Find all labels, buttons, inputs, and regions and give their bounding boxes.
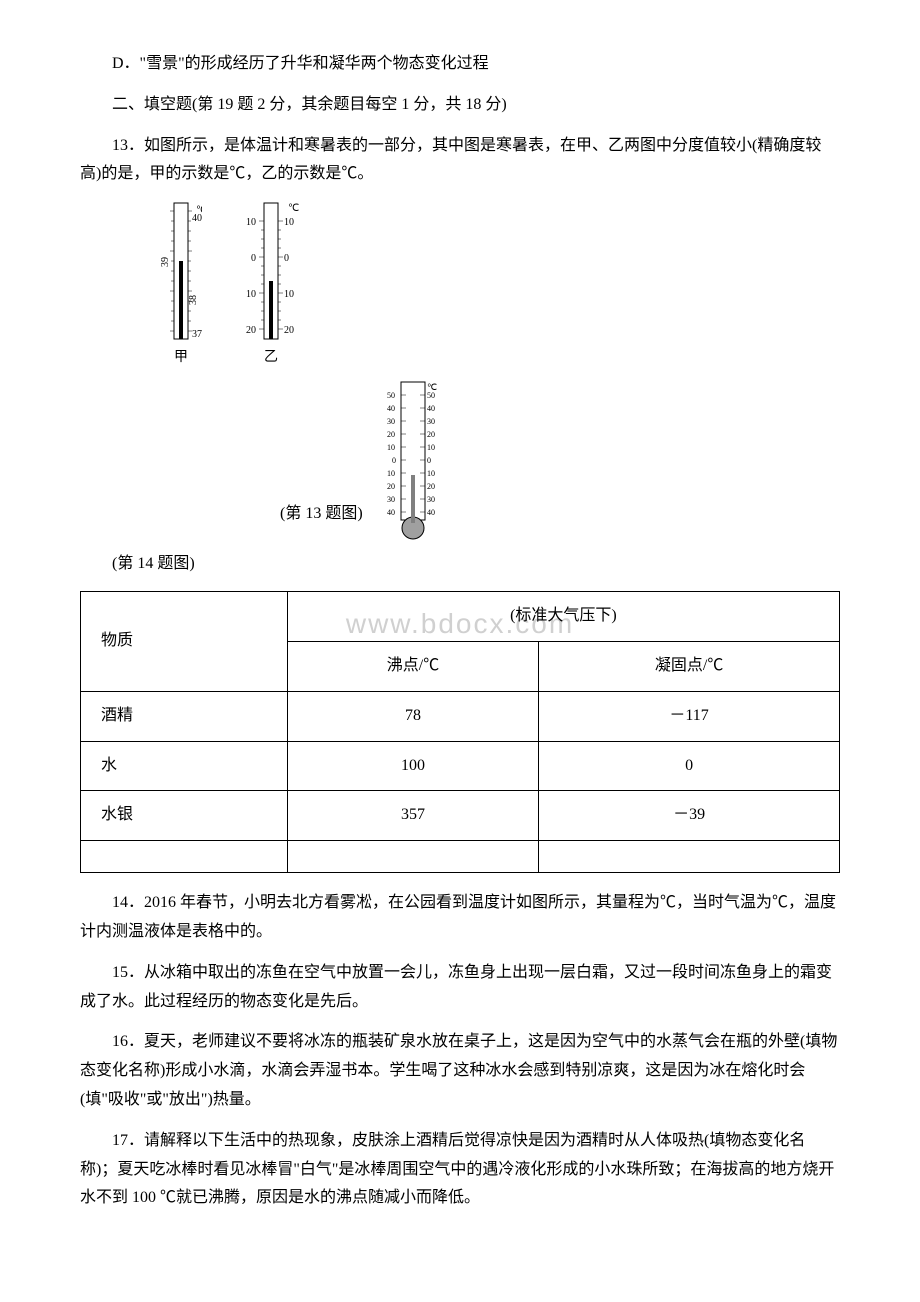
empty-cell: [81, 841, 288, 873]
svg-text:20: 20: [246, 325, 256, 336]
cell-boiling: 100: [287, 741, 538, 791]
svg-text:℃: ℃: [288, 203, 299, 214]
svg-text:10: 10: [246, 289, 256, 300]
svg-text:10: 10: [427, 469, 435, 478]
svg-text:40: 40: [192, 213, 202, 224]
svg-text:40: 40: [427, 404, 435, 413]
q14-text: 14．2016 年春节，小明去北方看雾凇，在公园看到温度计如图所示，其量程为℃，…: [80, 889, 840, 947]
svg-text:40: 40: [427, 508, 435, 517]
cell-substance: 酒精: [81, 691, 288, 741]
table-header-row-1: 物质 (标准大气压下): [81, 592, 840, 642]
svg-text:50: 50: [387, 391, 395, 400]
svg-text:40: 40: [387, 404, 395, 413]
cell-boiling: 357: [287, 791, 538, 841]
q13-fig-yi: ℃ 10 10 0 0 10 10 20 20 乙: [242, 201, 300, 370]
substance-table: 物质 (标准大气压下) 沸点/℃ 凝固点/℃ 酒精 78 －117 水 100 …: [80, 591, 840, 873]
q13-figures: ℃ 40 39 38 37 甲: [160, 201, 840, 370]
cell-substance: 水: [81, 741, 288, 791]
empty-cell: [287, 841, 538, 873]
table-row: 水 100 0: [81, 741, 840, 791]
svg-text:30: 30: [387, 495, 395, 504]
svg-text:50: 50: [427, 391, 435, 400]
th-merged: (标准大气压下): [287, 592, 839, 642]
svg-text:10: 10: [427, 443, 435, 452]
svg-text:20: 20: [427, 430, 435, 439]
svg-text:39: 39: [160, 257, 171, 267]
svg-text:20: 20: [387, 482, 395, 491]
cell-boiling: 78: [287, 691, 538, 741]
thermometer-jia-svg: ℃ 40 39 38 37: [160, 201, 202, 341]
table-row: 酒精 78 －117: [81, 691, 840, 741]
svg-text:0: 0: [392, 456, 396, 465]
thermometer-yi-svg: ℃ 10 10 0 0 10 10 20 20: [242, 201, 300, 341]
svg-text:20: 20: [284, 325, 294, 336]
empty-cell: [539, 841, 840, 873]
svg-text:20: 20: [427, 482, 435, 491]
svg-text:20: 20: [387, 430, 395, 439]
svg-text:10: 10: [284, 289, 294, 300]
q14-caption: (第 14 题图): [80, 550, 840, 579]
svg-text:10: 10: [284, 217, 294, 228]
q13-fig-jia: ℃ 40 39 38 37 甲: [160, 201, 202, 370]
table-empty-row: [81, 841, 840, 873]
th-freezing: 凝固点/℃: [539, 641, 840, 691]
section-2-header: 二、填空题(第 19 题 2 分，其余题目每空 1 分，共 18 分): [80, 91, 840, 120]
cell-freezing: －117: [539, 691, 840, 741]
q16-text: 16．夏天，老师建议不要将冰冻的瓶装矿泉水放在桌子上，这是因为空气中的水蒸气会在…: [80, 1028, 840, 1114]
q13-caption: (第 13 题图): [280, 500, 363, 529]
svg-text:0: 0: [251, 253, 256, 264]
thermometer-q14-svg: ℃ 5050 4040 3030 2020 1010 00 1010 2020 …: [383, 380, 443, 540]
svg-text:10: 10: [387, 443, 395, 452]
svg-text:30: 30: [427, 417, 435, 426]
svg-text:10: 10: [387, 469, 395, 478]
cell-freezing: 0: [539, 741, 840, 791]
svg-text:0: 0: [427, 456, 431, 465]
svg-text:0: 0: [284, 253, 289, 264]
q12-option-d: D．"雪景"的形成经历了升华和凝华两个物态变化过程: [80, 50, 840, 79]
cell-freezing: －39: [539, 791, 840, 841]
svg-text:38: 38: [188, 295, 199, 305]
table-row: 水银 357 －39: [81, 791, 840, 841]
cell-substance: 水银: [81, 791, 288, 841]
q13-text: 13．如图所示，是体温计和寒暑表的一部分，其中图是寒暑表，在甲、乙两图中分度值较…: [80, 132, 840, 190]
svg-text:30: 30: [427, 495, 435, 504]
svg-text:40: 40: [387, 508, 395, 517]
fig-yi-label: 乙: [264, 345, 278, 370]
th-boiling: 沸点/℃: [287, 641, 538, 691]
svg-text:30: 30: [387, 417, 395, 426]
fig-jia-label: 甲: [174, 345, 188, 370]
svg-text:37: 37: [192, 329, 202, 340]
q15-text: 15．从冰箱中取出的冻鱼在空气中放置一会儿，冻鱼身上出现一层白霜，又过一段时间冻…: [80, 959, 840, 1017]
q14-figure-wrap: (第 13 题图) ℃ 5050 4040 3030 2020 1010 00 …: [280, 380, 840, 540]
q17-text: 17．请解释以下生活中的热现象，皮肤涂上酒精后觉得凉快是因为酒精时从人体吸热(填…: [80, 1127, 840, 1213]
th-substance: 物质: [81, 592, 288, 692]
table-wrapper: www.bdocx.com 物质 (标准大气压下) 沸点/℃ 凝固点/℃ 酒精 …: [80, 591, 840, 873]
svg-text:10: 10: [246, 217, 256, 228]
